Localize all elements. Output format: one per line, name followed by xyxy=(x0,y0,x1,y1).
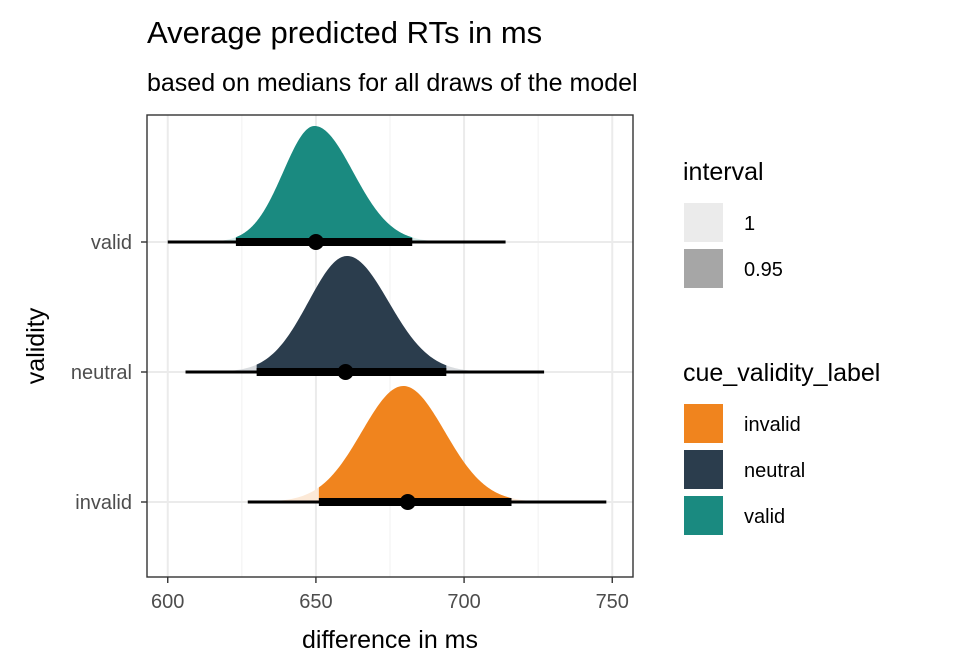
legend-key xyxy=(684,249,723,288)
x-tick-label: 700 xyxy=(447,591,480,613)
x-tick-label: 750 xyxy=(596,591,629,613)
median-point-invalid xyxy=(399,494,416,510)
legend-label: valid xyxy=(744,506,785,528)
density-95-neutral xyxy=(256,256,447,372)
x-tick-label: 650 xyxy=(299,591,332,613)
median-point-neutral xyxy=(337,364,354,380)
interval-layer xyxy=(167,234,607,510)
legend-key xyxy=(684,450,723,489)
legend-title: interval xyxy=(683,158,764,186)
chart-title: Average predicted RTs in ms xyxy=(147,15,542,50)
x-tick-label: 600 xyxy=(151,591,184,613)
density-layer xyxy=(189,126,570,502)
legend-key xyxy=(684,404,723,443)
y-tick-label: invalid xyxy=(75,492,132,514)
legend-title: cue_validity_label xyxy=(683,359,880,387)
legend-key xyxy=(684,203,723,242)
y-tick-label: valid xyxy=(91,232,132,254)
y-tick-label: neutral xyxy=(71,362,132,384)
legend-key xyxy=(684,496,723,535)
legend-label: invalid xyxy=(744,414,801,436)
density-95-valid xyxy=(235,126,413,242)
median-point-valid xyxy=(307,234,324,250)
density-95-invalid xyxy=(318,386,512,502)
legend-label: 0.95 xyxy=(744,259,783,281)
panel-border xyxy=(146,114,634,578)
axes: 600 650 700 750 valid neutral invalid xyxy=(71,232,629,613)
y-axis-title: validity xyxy=(22,307,50,384)
legend-label: 1 xyxy=(744,213,755,235)
x-axis-title: difference in ms xyxy=(302,626,478,654)
legend-label: neutral xyxy=(744,460,805,482)
chart-subtitle: based on medians for all draws of the mo… xyxy=(147,69,638,97)
